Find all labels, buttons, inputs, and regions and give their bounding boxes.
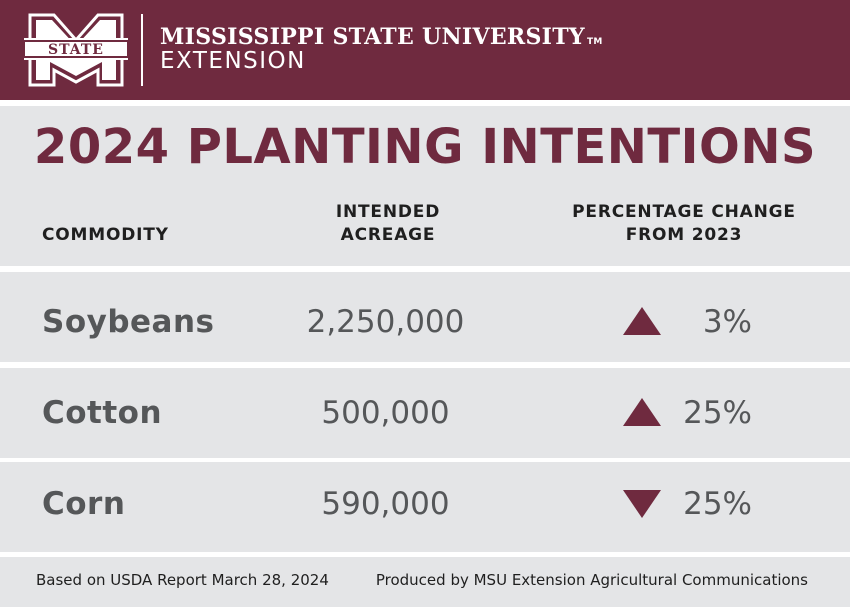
title-band: [0, 106, 850, 266]
commodity-name: Soybeans: [42, 304, 215, 340]
university-name: MISSISSIPPI STATE UNIVERSITY TM: [160, 24, 603, 50]
source-note: Based on USDA Report March 28, 2024: [36, 571, 329, 589]
intended-acreage: 590,000: [321, 486, 450, 522]
percent-change: 3%: [702, 304, 752, 340]
table-row: [0, 462, 850, 552]
trademark-mark: TM: [586, 37, 603, 47]
column-header-acreage: INTENDED ACREAGE: [335, 202, 441, 245]
header-banner: STATE MISSISSIPPI STATE UNIVERSITY TM EXT…: [0, 0, 850, 100]
down-arrow-icon: [623, 490, 661, 518]
commodity-name: Corn: [42, 486, 126, 522]
page-title: 2024 PLANTING INTENTIONS: [33, 119, 817, 175]
intended-acreage: 2,250,000: [306, 304, 465, 340]
msu-m-state-logo: STATE: [24, 13, 128, 87]
up-arrow-icon: [623, 307, 661, 335]
up-arrow-icon: [623, 398, 661, 426]
footer-band: [0, 557, 850, 607]
percent-change: 25%: [683, 395, 752, 431]
table-row: [0, 272, 850, 362]
credit-note: Produced by MSU Extension Agricultural C…: [375, 571, 808, 589]
commodity-name: Cotton: [42, 395, 163, 431]
percent-change: 25%: [683, 486, 752, 522]
column-header-commodity: COMMODITY: [42, 225, 169, 245]
extension-label: EXTENSION: [160, 48, 306, 74]
table-row: [0, 368, 850, 458]
logo-wordmark: STATE: [48, 42, 104, 58]
column-header-change: PERCENTAGE CHANGE FROM 2023: [572, 202, 796, 245]
intended-acreage: 500,000: [321, 395, 450, 431]
header-divider: [141, 14, 143, 86]
